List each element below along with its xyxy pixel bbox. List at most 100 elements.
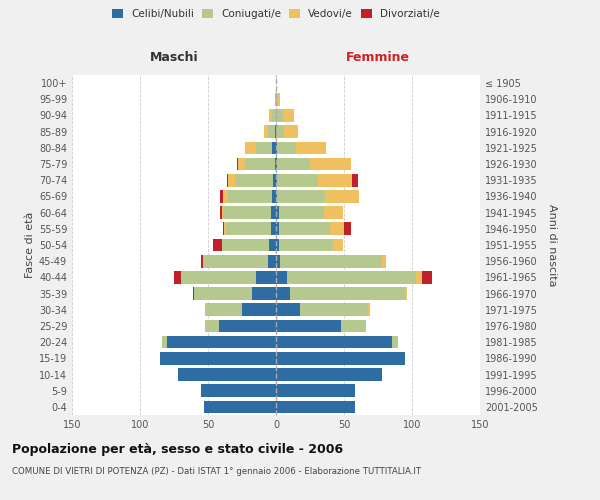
Bar [181,271,256,283]
Bar [201,255,203,268]
Bar [227,174,229,186]
Bar [224,222,226,235]
Bar [352,174,358,186]
Bar [276,352,405,364]
Bar [276,93,277,106]
Text: Popolazione per età, sesso e stato civile - 2006: Popolazione per età, sesso e stato civil… [12,442,343,456]
Bar [220,190,223,202]
Bar [272,190,276,202]
Bar [162,336,167,348]
Bar [277,142,296,154]
Bar [245,158,275,170]
Bar [276,174,277,186]
Bar [280,255,382,268]
Text: COMUNE DI VIETRI DI POTENZA (PZ) - Dati ISTAT 1° gennaio 2006 - Elaborazione TUT: COMUNE DI VIETRI DI POTENZA (PZ) - Dati … [12,468,421,476]
Bar [276,190,277,202]
Bar [160,352,276,364]
Bar [223,206,271,219]
Bar [284,126,298,138]
Bar [341,320,366,332]
Bar [268,126,275,138]
Bar [276,304,301,316]
Bar [174,271,181,283]
Bar [271,206,276,219]
Bar [256,142,272,154]
Bar [287,271,416,283]
Bar [229,174,235,186]
Bar [368,304,370,316]
Bar [268,255,276,268]
Bar [251,288,276,300]
Bar [204,400,276,413]
Bar [264,126,268,138]
Bar [276,158,277,170]
Bar [276,288,290,300]
Bar [269,238,276,252]
Legend: Celibi/Nubili, Coniugati/e, Vedovi/e, Divorziati/e: Celibi/Nubili, Coniugati/e, Vedovi/e, Di… [108,5,444,24]
Text: Femmine: Femmine [346,50,410,64]
Bar [276,368,382,381]
Bar [205,320,219,332]
Bar [242,304,276,316]
Bar [276,222,279,235]
Y-axis label: Fasce di età: Fasce di età [25,212,35,278]
Bar [193,288,194,300]
Bar [236,158,238,170]
Bar [235,174,273,186]
Bar [392,336,398,348]
Bar [221,238,269,252]
Bar [229,190,272,202]
Bar [276,142,277,154]
Bar [276,255,280,268]
Bar [276,271,287,283]
Bar [272,109,276,122]
Bar [279,238,333,252]
Bar [331,222,344,235]
Bar [277,93,280,106]
Bar [201,384,276,397]
Bar [238,158,245,170]
Bar [277,190,325,202]
Bar [276,336,392,348]
Bar [226,222,271,235]
Bar [325,190,359,202]
Bar [275,93,276,106]
Bar [203,255,268,268]
Bar [276,206,279,219]
Bar [219,320,276,332]
Bar [405,288,407,300]
Bar [416,271,422,283]
Bar [323,206,343,219]
Bar [296,142,326,154]
Bar [223,222,224,235]
Bar [245,142,256,154]
Bar [273,174,276,186]
Bar [279,206,323,219]
Bar [271,222,276,235]
Bar [290,288,405,300]
Bar [279,222,331,235]
Bar [167,336,276,348]
Bar [333,238,343,252]
Bar [382,255,386,268]
Bar [344,222,351,235]
Bar [276,238,279,252]
Bar [269,109,272,122]
Bar [275,158,276,170]
Y-axis label: Anni di nascita: Anni di nascita [547,204,557,286]
Bar [221,206,223,219]
Bar [220,206,221,219]
Bar [277,158,310,170]
Bar [276,126,284,138]
Bar [178,368,276,381]
Bar [276,400,355,413]
Bar [283,109,293,122]
Bar [276,109,283,122]
Bar [275,126,276,138]
Bar [214,238,221,252]
Bar [301,304,368,316]
Bar [194,288,251,300]
Bar [205,304,242,316]
Bar [277,174,318,186]
Bar [272,142,276,154]
